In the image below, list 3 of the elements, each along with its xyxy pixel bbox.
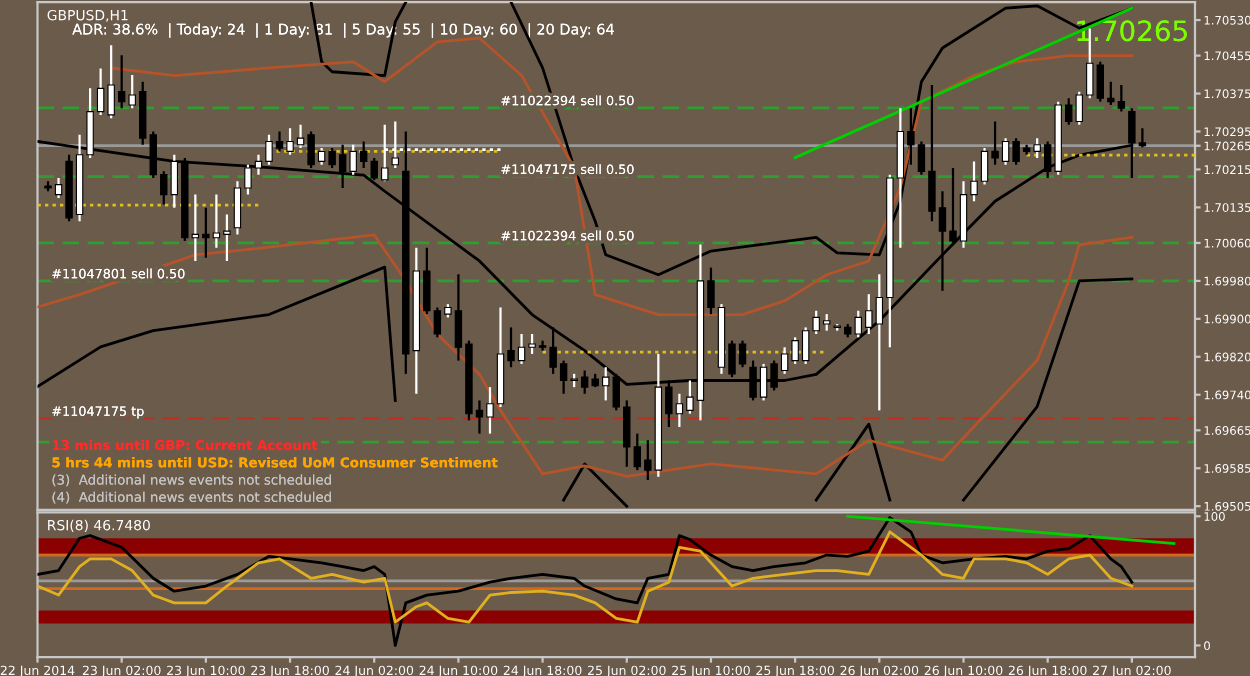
line-series — [37, 530, 1134, 624]
line-series — [37, 233, 1134, 478]
line-series — [37, 516, 1134, 647]
